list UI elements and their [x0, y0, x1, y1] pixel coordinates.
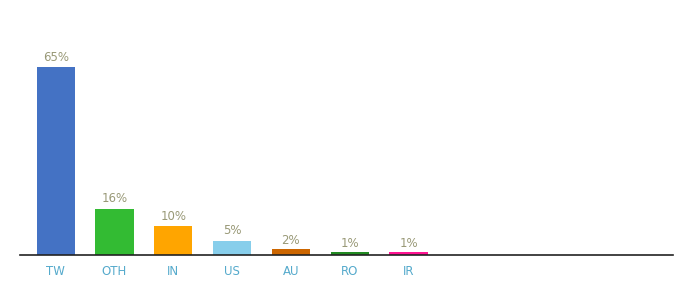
Text: 16%: 16% — [101, 192, 128, 205]
Bar — [154, 226, 192, 255]
Text: 5%: 5% — [223, 224, 241, 237]
Bar — [37, 67, 75, 255]
Text: 10%: 10% — [160, 210, 186, 223]
Text: 65%: 65% — [43, 51, 69, 64]
Bar — [95, 209, 133, 255]
Bar — [330, 252, 369, 255]
Bar — [272, 249, 310, 255]
Text: 1%: 1% — [341, 237, 359, 250]
Text: 2%: 2% — [282, 235, 301, 248]
Bar — [390, 252, 428, 255]
Text: 1%: 1% — [399, 237, 418, 250]
Bar — [213, 241, 251, 255]
